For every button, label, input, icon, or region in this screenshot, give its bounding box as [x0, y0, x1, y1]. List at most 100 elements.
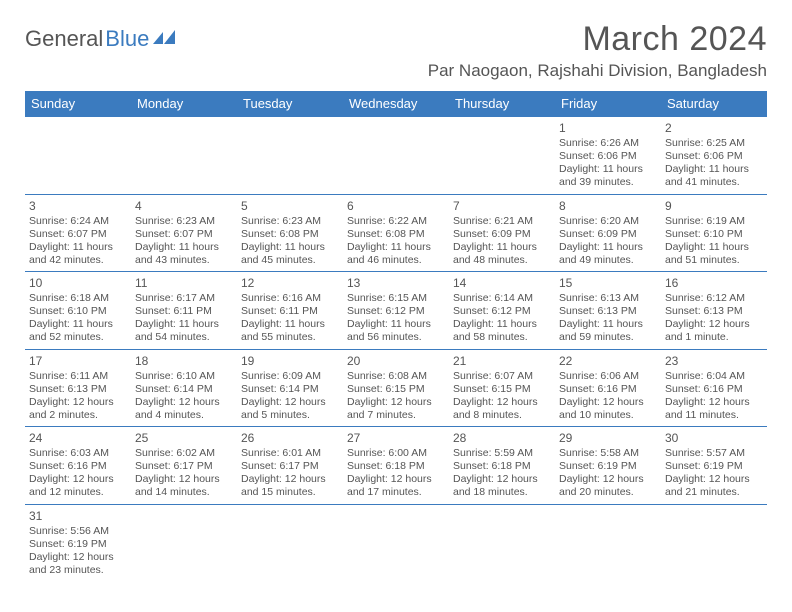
logo-text-1: General — [25, 26, 103, 52]
day-cell: 19Sunrise: 6:09 AMSunset: 6:14 PMDayligh… — [237, 350, 343, 427]
sunrise-text: Sunrise: 6:04 AM — [665, 370, 763, 383]
sunset-text: Sunset: 6:18 PM — [347, 460, 445, 473]
day-cell: 20Sunrise: 6:08 AMSunset: 6:15 PMDayligh… — [343, 350, 449, 427]
daylight-text: Daylight: 12 hours — [559, 473, 657, 486]
sunrise-text: Sunrise: 6:26 AM — [559, 137, 657, 150]
weekday-header: Friday — [555, 91, 661, 117]
day-number: 18 — [135, 354, 233, 369]
daylight-text-2: and 56 minutes. — [347, 331, 445, 344]
day-number: 3 — [29, 199, 127, 214]
daylight-text-2: and 23 minutes. — [29, 564, 127, 577]
daylight-text: Daylight: 12 hours — [665, 396, 763, 409]
daylight-text-2: and 52 minutes. — [29, 331, 127, 344]
day-cell: 29Sunrise: 5:58 AMSunset: 6:19 PMDayligh… — [555, 427, 661, 504]
daylight-text: Daylight: 12 hours — [559, 396, 657, 409]
day-number: 15 — [559, 276, 657, 291]
empty-day-cell — [343, 117, 449, 194]
day-number: 13 — [347, 276, 445, 291]
sunset-text: Sunset: 6:15 PM — [347, 383, 445, 396]
daylight-text-2: and 59 minutes. — [559, 331, 657, 344]
empty-day-cell — [131, 505, 237, 582]
day-cell: 10Sunrise: 6:18 AMSunset: 6:10 PMDayligh… — [25, 272, 131, 349]
sunset-text: Sunset: 6:12 PM — [347, 305, 445, 318]
daylight-text: Daylight: 11 hours — [241, 318, 339, 331]
weekday-header: Saturday — [661, 91, 767, 117]
day-number: 19 — [241, 354, 339, 369]
daylight-text-2: and 49 minutes. — [559, 254, 657, 267]
daylight-text-2: and 58 minutes. — [453, 331, 551, 344]
daylight-text: Daylight: 12 hours — [29, 551, 127, 564]
sunrise-text: Sunrise: 6:15 AM — [347, 292, 445, 305]
calendar: SundayMondayTuesdayWednesdayThursdayFrid… — [25, 91, 767, 581]
weekday-header: Thursday — [449, 91, 555, 117]
sunrise-text: Sunrise: 6:22 AM — [347, 215, 445, 228]
sunset-text: Sunset: 6:07 PM — [29, 228, 127, 241]
weekday-header: Tuesday — [237, 91, 343, 117]
daylight-text: Daylight: 11 hours — [559, 163, 657, 176]
daylight-text-2: and 4 minutes. — [135, 409, 233, 422]
day-number: 21 — [453, 354, 551, 369]
sunrise-text: Sunrise: 6:09 AM — [241, 370, 339, 383]
day-cell: 17Sunrise: 6:11 AMSunset: 6:13 PMDayligh… — [25, 350, 131, 427]
day-number: 5 — [241, 199, 339, 214]
daylight-text-2: and 46 minutes. — [347, 254, 445, 267]
daylight-text: Daylight: 11 hours — [135, 318, 233, 331]
daylight-text: Daylight: 11 hours — [135, 241, 233, 254]
daylight-text-2: and 1 minute. — [665, 331, 763, 344]
day-cell: 1Sunrise: 6:26 AMSunset: 6:06 PMDaylight… — [555, 117, 661, 194]
day-number: 24 — [29, 431, 127, 446]
day-number: 31 — [29, 509, 127, 524]
sunrise-text: Sunrise: 6:24 AM — [29, 215, 127, 228]
day-cell: 12Sunrise: 6:16 AMSunset: 6:11 PMDayligh… — [237, 272, 343, 349]
sunset-text: Sunset: 6:16 PM — [665, 383, 763, 396]
daylight-text-2: and 41 minutes. — [665, 176, 763, 189]
daylight-text-2: and 39 minutes. — [559, 176, 657, 189]
sunrise-text: Sunrise: 6:25 AM — [665, 137, 763, 150]
page-title: March 2024 — [428, 20, 767, 59]
sunset-text: Sunset: 6:19 PM — [559, 460, 657, 473]
day-cell: 15Sunrise: 6:13 AMSunset: 6:13 PMDayligh… — [555, 272, 661, 349]
daylight-text-2: and 17 minutes. — [347, 486, 445, 499]
daylight-text: Daylight: 12 hours — [241, 396, 339, 409]
daylight-text: Daylight: 11 hours — [559, 241, 657, 254]
daylight-text-2: and 14 minutes. — [135, 486, 233, 499]
day-number: 10 — [29, 276, 127, 291]
daylight-text: Daylight: 11 hours — [665, 163, 763, 176]
day-number: 27 — [347, 431, 445, 446]
day-number: 14 — [453, 276, 551, 291]
day-cell: 4Sunrise: 6:23 AMSunset: 6:07 PMDaylight… — [131, 195, 237, 272]
daylight-text-2: and 43 minutes. — [135, 254, 233, 267]
day-number: 26 — [241, 431, 339, 446]
day-cell: 21Sunrise: 6:07 AMSunset: 6:15 PMDayligh… — [449, 350, 555, 427]
day-number: 22 — [559, 354, 657, 369]
day-cell: 23Sunrise: 6:04 AMSunset: 6:16 PMDayligh… — [661, 350, 767, 427]
day-cell: 30Sunrise: 5:57 AMSunset: 6:19 PMDayligh… — [661, 427, 767, 504]
daylight-text-2: and 42 minutes. — [29, 254, 127, 267]
sunrise-text: Sunrise: 6:08 AM — [347, 370, 445, 383]
daylight-text: Daylight: 12 hours — [665, 473, 763, 486]
calendar-weeks: 1Sunrise: 6:26 AMSunset: 6:06 PMDaylight… — [25, 117, 767, 581]
day-cell: 5Sunrise: 6:23 AMSunset: 6:08 PMDaylight… — [237, 195, 343, 272]
sunrise-text: Sunrise: 5:57 AM — [665, 447, 763, 460]
day-number: 1 — [559, 121, 657, 136]
day-number: 25 — [135, 431, 233, 446]
daylight-text: Daylight: 12 hours — [347, 473, 445, 486]
day-cell: 14Sunrise: 6:14 AMSunset: 6:12 PMDayligh… — [449, 272, 555, 349]
week-row: 24Sunrise: 6:03 AMSunset: 6:16 PMDayligh… — [25, 427, 767, 505]
sunrise-text: Sunrise: 6:01 AM — [241, 447, 339, 460]
sunset-text: Sunset: 6:06 PM — [559, 150, 657, 163]
daylight-text: Daylight: 12 hours — [453, 473, 551, 486]
weekday-header: Sunday — [25, 91, 131, 117]
day-number: 16 — [665, 276, 763, 291]
week-row: 3Sunrise: 6:24 AMSunset: 6:07 PM Daylight… — [25, 195, 767, 273]
sunrise-text: Sunrise: 6:14 AM — [453, 292, 551, 305]
sunset-text: Sunset: 6:09 PM — [559, 228, 657, 241]
daylight-text-2: and 18 minutes. — [453, 486, 551, 499]
sunrise-text: Sunrise: 6:12 AM — [665, 292, 763, 305]
day-number: 7 — [453, 199, 551, 214]
logo: GeneralBlue — [25, 26, 177, 52]
empty-day-cell — [555, 505, 661, 582]
weekday-header: Monday — [131, 91, 237, 117]
sunset-text: Sunset: 6:08 PM — [241, 228, 339, 241]
daylight-text-2: and 20 minutes. — [559, 486, 657, 499]
